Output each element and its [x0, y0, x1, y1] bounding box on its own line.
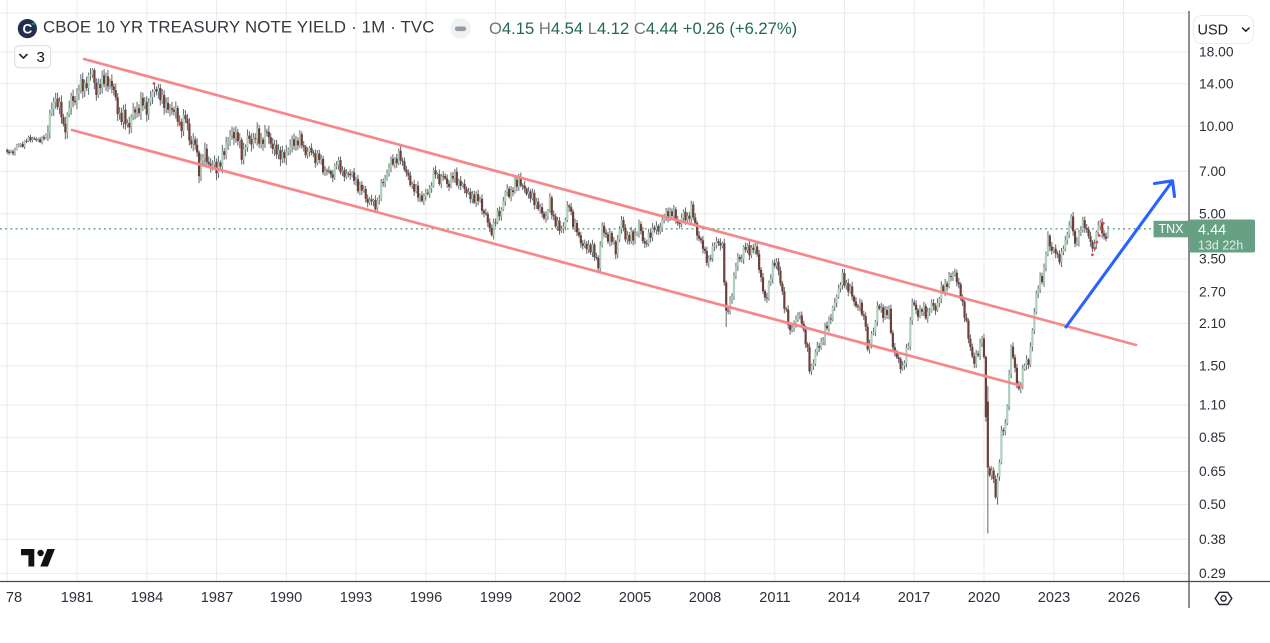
svg-text:2.70: 2.70: [1199, 284, 1226, 299]
svg-text:0.85: 0.85: [1199, 430, 1226, 445]
svg-text:5.00: 5.00: [1199, 206, 1226, 221]
svg-text:1990: 1990: [270, 590, 302, 606]
svg-text:TNX: TNX: [1159, 222, 1185, 236]
svg-text:10.00: 10.00: [1199, 119, 1234, 134]
svg-text:7.00: 7.00: [1199, 164, 1226, 179]
svg-text:2023: 2023: [1038, 590, 1070, 606]
svg-text:2014: 2014: [828, 590, 860, 606]
svg-text:0.38: 0.38: [1199, 532, 1226, 547]
svg-text:78: 78: [6, 590, 22, 606]
svg-text:14.00: 14.00: [1199, 76, 1234, 91]
svg-text:13d 22h: 13d 22h: [1198, 238, 1243, 252]
svg-text:1984: 1984: [131, 590, 163, 606]
svg-text:USD: USD: [1198, 23, 1229, 39]
svg-text:2011: 2011: [759, 590, 790, 606]
svg-text:1996: 1996: [410, 590, 442, 606]
svg-text:2.10: 2.10: [1199, 316, 1226, 331]
svg-text:4.44: 4.44: [1198, 223, 1226, 239]
svg-text:0.29: 0.29: [1199, 566, 1226, 581]
svg-text:1981: 1981: [61, 590, 93, 606]
svg-text:2026: 2026: [1108, 590, 1140, 606]
svg-text:2020: 2020: [968, 590, 1000, 606]
svg-text:1.50: 1.50: [1199, 359, 1226, 374]
svg-text:18.00: 18.00: [1199, 45, 1234, 60]
svg-text:1999: 1999: [480, 590, 512, 606]
svg-text:2017: 2017: [898, 590, 930, 606]
svg-text:0.50: 0.50: [1199, 497, 1226, 512]
svg-text:2008: 2008: [689, 590, 721, 606]
svg-text:1.10: 1.10: [1199, 398, 1226, 413]
svg-text:CBOE 10 YR TREASURY NOTE YIELD: CBOE 10 YR TREASURY NOTE YIELD · 1M · TV…: [43, 18, 435, 37]
svg-text:1993: 1993: [340, 590, 372, 606]
svg-text:3.50: 3.50: [1199, 252, 1226, 267]
svg-text:C: C: [23, 21, 33, 36]
svg-text:O4.15 H4.54 L4.12 C4.44 +0.26: O4.15 H4.54 L4.12 C4.44 +0.26 (+6.27%): [489, 19, 797, 38]
svg-text:2005: 2005: [619, 590, 651, 606]
svg-text:2002: 2002: [549, 590, 581, 606]
svg-text:1987: 1987: [201, 590, 233, 606]
svg-text:3: 3: [37, 49, 45, 66]
svg-text:0.65: 0.65: [1199, 464, 1226, 479]
